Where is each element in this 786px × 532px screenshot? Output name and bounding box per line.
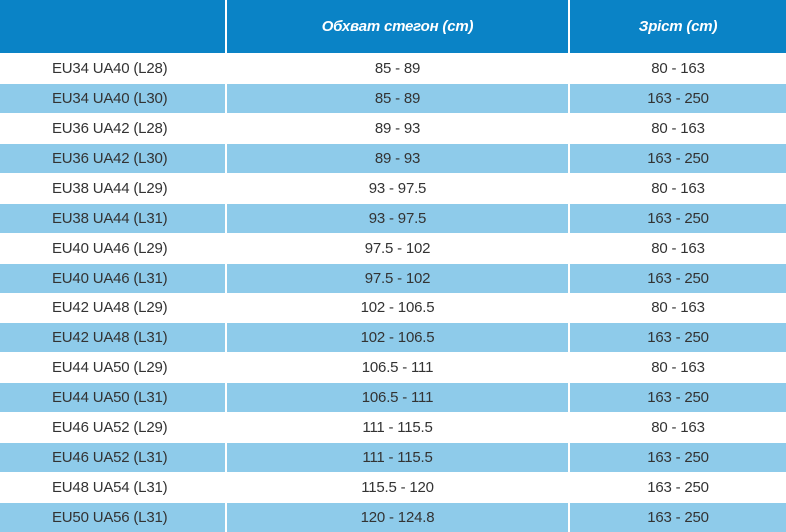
table-cell: EU42 UA48 (L31) bbox=[0, 323, 227, 353]
table-cell: EU34 UA40 (L28) bbox=[0, 54, 227, 83]
table-cell: 163 - 250 bbox=[647, 389, 709, 407]
table-cell: 115.5 - 120 bbox=[227, 473, 570, 503]
table-row: EU44 UA50 (L29) 106.5 - 111 80 - 163 bbox=[0, 353, 786, 383]
table-row: EU40 UA46 (L31) 97.5 - 102 163 - 250 bbox=[0, 263, 786, 293]
table-cell: EU46 UA52 (L31) bbox=[0, 443, 227, 473]
header-cell: Обхват стегон (cm) bbox=[227, 0, 570, 53]
table-cell: 163 - 250 bbox=[647, 509, 709, 527]
table-cell: 97.5 - 102 bbox=[227, 233, 570, 263]
table-cell: 80 - 163 bbox=[651, 59, 705, 77]
table-row: EU46 UA52 (L29) 111 - 115.5 80 - 163 bbox=[0, 413, 786, 443]
table-cell: 163 - 250 bbox=[647, 89, 709, 107]
table-row: EU34 UA40 (L30) 85 - 89 163 - 250 bbox=[0, 83, 786, 113]
table-cell: 163 - 250 bbox=[647, 479, 709, 497]
table-row: EU50 UA56 (L31) 120 - 124.8 163 - 250 bbox=[0, 503, 786, 532]
table-cell: EU38 UA44 (L29) bbox=[0, 173, 227, 203]
table-cell: 163 - 250 bbox=[647, 269, 709, 287]
table-row: EU36 UA42 (L30) 89 - 93 163 - 250 bbox=[0, 143, 786, 173]
table-cell: 102 - 106.5 bbox=[227, 323, 570, 353]
table-cell: 80 - 163 bbox=[651, 299, 705, 317]
table-row: EU42 UA48 (L29) 102 - 106.5 80 - 163 bbox=[0, 293, 786, 323]
table-cell: 163 - 250 bbox=[647, 329, 709, 347]
table-row: EU38 UA44 (L31) 93 - 97.5 163 - 250 bbox=[0, 203, 786, 233]
table-cell: 89 - 93 bbox=[227, 113, 570, 143]
table-row: EU38 UA44 (L29) 93 - 97.5 80 - 163 bbox=[0, 173, 786, 203]
table-cell: 163 - 250 bbox=[647, 209, 709, 227]
table-row: EU34 UA40 (L28) 85 - 89 80 - 163 bbox=[0, 54, 786, 83]
table-cell: 80 - 163 bbox=[651, 359, 705, 377]
table-cell: 85 - 89 bbox=[227, 83, 570, 113]
table-cell: EU34 UA40 (L30) bbox=[0, 83, 227, 113]
table-cell: EU40 UA46 (L31) bbox=[0, 263, 227, 293]
table-row: EU44 UA50 (L31) 106.5 - 111 163 - 250 bbox=[0, 383, 786, 413]
table-row: EU48 UA54 (L31) 115.5 - 120 163 - 250 bbox=[0, 473, 786, 503]
table-cell: EU36 UA42 (L28) bbox=[0, 113, 227, 143]
table-row: EU42 UA48 (L31) 102 - 106.5 163 - 250 bbox=[0, 323, 786, 353]
table-cell: 89 - 93 bbox=[227, 143, 570, 173]
table-cell: 93 - 97.5 bbox=[227, 203, 570, 233]
table-cell: 80 - 163 bbox=[651, 419, 705, 437]
table-row: EU36 UA42 (L28) 89 - 93 80 - 163 bbox=[0, 113, 786, 143]
table-cell: 102 - 106.5 bbox=[227, 293, 570, 323]
table-cell: 93 - 97.5 bbox=[227, 173, 570, 203]
header-cell bbox=[0, 0, 227, 53]
table-cell: 85 - 89 bbox=[227, 54, 570, 83]
table-cell: 97.5 - 102 bbox=[227, 263, 570, 293]
table-cell: EU44 UA50 (L31) bbox=[0, 383, 227, 413]
table-cell: 111 - 115.5 bbox=[227, 413, 570, 443]
header-cell: Зріст (cm) bbox=[570, 0, 786, 53]
table-cell: EU50 UA56 (L31) bbox=[0, 503, 227, 532]
table-cell: EU42 UA48 (L29) bbox=[0, 293, 227, 323]
table-cell: 163 - 250 bbox=[647, 149, 709, 167]
table-row: EU40 UA46 (L29) 97.5 - 102 80 - 163 bbox=[0, 233, 786, 263]
table-cell: 80 - 163 bbox=[651, 179, 705, 197]
table-cell: EU38 UA44 (L31) bbox=[0, 203, 227, 233]
table-cell: EU48 UA54 (L31) bbox=[0, 473, 227, 503]
table-cell: 111 - 115.5 bbox=[227, 443, 570, 473]
table-cell: 163 - 250 bbox=[647, 449, 709, 467]
header-row: Обхват стегон (cm) Зріст (cm) bbox=[0, 0, 786, 53]
table-cell: 80 - 163 bbox=[651, 239, 705, 257]
table-cell: 106.5 - 111 bbox=[227, 383, 570, 413]
table-row: EU46 UA52 (L31) 111 - 115.5 163 - 250 bbox=[0, 443, 786, 473]
table-cell: EU46 UA52 (L29) bbox=[0, 413, 227, 443]
table-cell: EU40 UA46 (L29) bbox=[0, 233, 227, 263]
table-cell: EU44 UA50 (L29) bbox=[0, 353, 227, 383]
table-cell: 106.5 - 111 bbox=[227, 353, 570, 383]
table-cell: EU36 UA42 (L30) bbox=[0, 143, 227, 173]
table-cell: 120 - 124.8 bbox=[227, 503, 570, 532]
table-cell: 80 - 163 bbox=[651, 119, 705, 137]
